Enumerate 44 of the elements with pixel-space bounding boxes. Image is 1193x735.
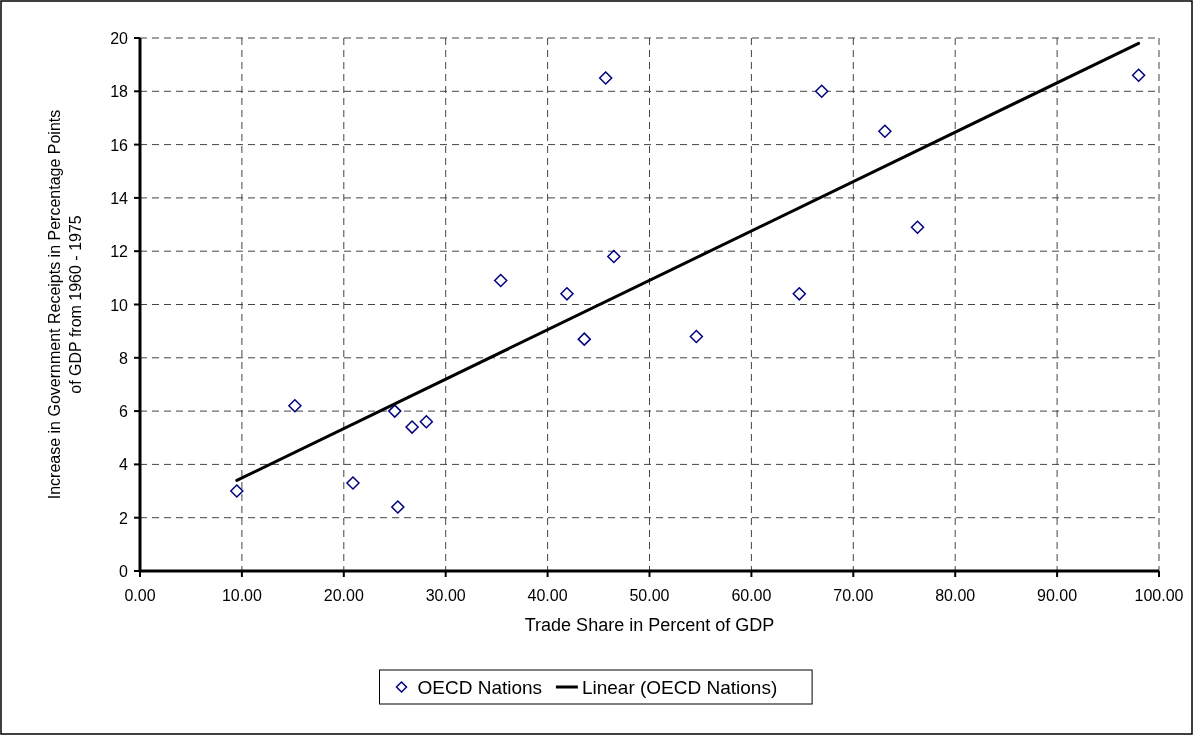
point xyxy=(598,71,613,85)
y-tick-label: 18 xyxy=(110,83,129,101)
point xyxy=(607,249,621,264)
y-tick-label: 10 xyxy=(110,296,129,314)
x-tick-label: 90.00 xyxy=(1037,587,1078,604)
y-tick-label: 12 xyxy=(110,243,129,261)
point xyxy=(792,287,807,301)
x-tick-label: 70.00 xyxy=(833,587,874,604)
y-axis-title: Increase in Government Receipts in Percentage Points of GDP from 1960 - 1975 xyxy=(46,109,84,500)
point xyxy=(910,220,925,234)
legend-label: Linear (OECD Nations) xyxy=(581,677,778,698)
x-tick-label: 60.00 xyxy=(731,587,772,604)
y-tick-label: 8 xyxy=(119,349,129,367)
x-axis-title: Trade Share in Percent of GDP xyxy=(524,615,775,635)
point xyxy=(346,476,360,490)
point xyxy=(814,84,829,99)
y-tick-label: 4 xyxy=(119,456,129,474)
point xyxy=(493,273,508,288)
y-tick-label: 0 xyxy=(119,563,129,580)
x-tick-label: 50.00 xyxy=(629,587,670,604)
x-tick-label: 100.00 xyxy=(1134,587,1184,604)
x-tick-label: 10.00 xyxy=(221,587,263,604)
legend-label: OECD Nations xyxy=(417,677,543,698)
x-tick-label: 80.00 xyxy=(935,587,976,604)
point xyxy=(419,415,434,429)
y-tick-label: 2 xyxy=(119,509,129,527)
point xyxy=(405,420,419,434)
point xyxy=(1131,68,1146,83)
x-tick-label: 40.00 xyxy=(527,587,568,604)
point xyxy=(878,124,892,139)
point xyxy=(230,484,244,498)
x-tick-label: 20.00 xyxy=(323,587,364,604)
x-tick-label: 30.00 xyxy=(425,587,466,604)
point xyxy=(577,332,592,346)
point xyxy=(288,399,302,413)
y-tick-label: 20 xyxy=(110,30,129,47)
point xyxy=(560,287,574,301)
y-tick-label: 14 xyxy=(110,189,129,207)
point xyxy=(388,404,402,418)
y-tick-label: 6 xyxy=(119,403,129,421)
point xyxy=(391,500,405,514)
x-tick-label: 0.00 xyxy=(124,587,156,604)
point xyxy=(689,329,704,344)
y-tick-label: 16 xyxy=(110,136,129,154)
